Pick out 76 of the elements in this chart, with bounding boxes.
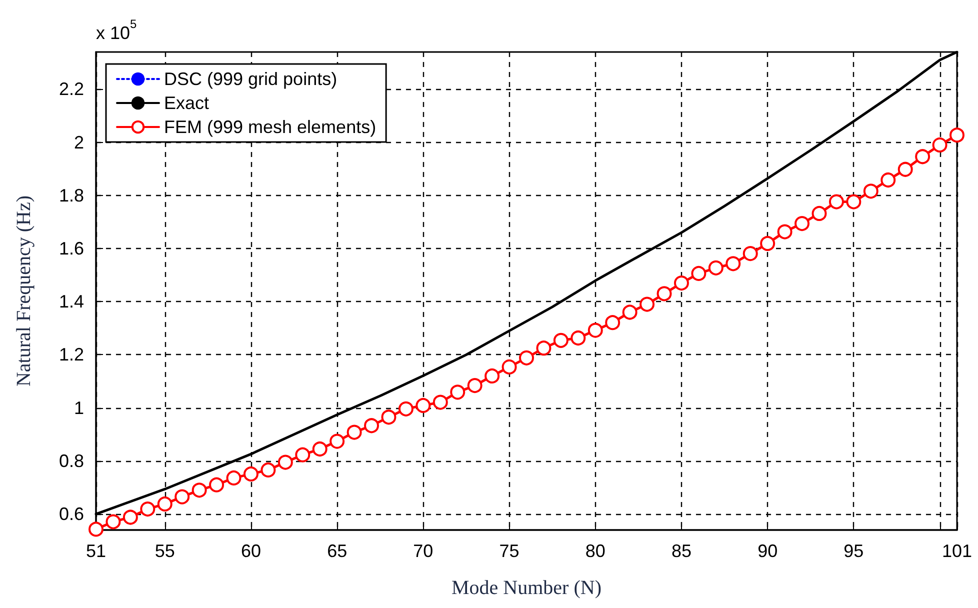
- point: [226, 470, 242, 486]
- point: [519, 350, 534, 366]
- point: [450, 384, 466, 400]
- point: [346, 424, 362, 440]
- point: [330, 434, 345, 449]
- point: [192, 482, 207, 498]
- legend-label: Exact: [164, 93, 210, 113]
- point: [243, 466, 258, 482]
- x-tick-label: 51: [86, 541, 106, 561]
- x-axis-title: Mode Number (N): [452, 577, 602, 599]
- legend-label: FEM (999 mesh elements): [164, 117, 376, 137]
- y-tick-label: 1.8: [58, 185, 84, 206]
- point: [708, 260, 724, 276]
- point: [622, 304, 638, 320]
- x-tick-label: 101: [942, 541, 972, 561]
- point: [726, 256, 741, 272]
- point: [209, 477, 224, 492]
- point: [828, 194, 844, 210]
- y-tick-label: 2: [74, 132, 84, 152]
- x-tick-label: 90: [758, 541, 778, 561]
- x-tick-label: 95: [844, 541, 864, 561]
- legend-label: DSC (999 grid points): [164, 69, 338, 89]
- x-tick-label: 75: [499, 541, 520, 561]
- y-tick-label: 0.6: [58, 504, 84, 524]
- point: [106, 514, 121, 530]
- point: [312, 442, 328, 456]
- point: [742, 246, 758, 262]
- point: [502, 359, 517, 374]
- point: [122, 510, 138, 525]
- x-tick-label: 85: [671, 541, 692, 561]
- point: [278, 454, 293, 470]
- y-axis-title: Natural Frequency (Hz): [13, 195, 35, 387]
- point: [398, 401, 414, 416]
- y-tick-label: 1.4: [58, 292, 84, 312]
- point: [536, 340, 552, 356]
- y-tick-label: 1.2: [58, 344, 84, 365]
- point: [950, 128, 964, 143]
- point: [295, 447, 310, 462]
- point: [656, 286, 672, 302]
- point: [812, 206, 827, 221]
- x-tick-label: 70: [413, 541, 434, 561]
- point: [364, 418, 380, 434]
- x-tick-label: 55: [154, 541, 175, 561]
- point: [760, 236, 776, 251]
- y-tick-label: 1.6: [58, 238, 84, 259]
- point: [260, 462, 276, 478]
- x-tick-label: 65: [327, 541, 348, 561]
- point: [863, 184, 878, 199]
- point: [553, 332, 568, 348]
- point: [381, 410, 396, 425]
- point: [880, 172, 896, 188]
- point: [467, 378, 482, 394]
- x-tick-label: 80: [585, 541, 606, 561]
- point: [640, 296, 655, 312]
- point: [915, 149, 930, 164]
- point: [932, 137, 948, 152]
- point: [846, 194, 862, 210]
- point: [157, 496, 172, 512]
- point: [174, 489, 190, 504]
- x-tick-label: 60: [240, 541, 261, 561]
- y-tick-label: 0.8: [58, 450, 84, 471]
- point: [898, 162, 913, 177]
- point: [570, 330, 586, 346]
- point: [794, 216, 810, 232]
- point: [691, 266, 706, 281]
- point: [88, 522, 104, 537]
- y-tick-label: 1: [74, 398, 84, 418]
- y-tick-label: 2.2: [58, 79, 84, 100]
- point: [588, 322, 603, 338]
- point: [140, 502, 156, 517]
- point: [432, 394, 448, 410]
- point: [484, 368, 500, 384]
- point: [777, 224, 792, 240]
- point: [416, 398, 431, 413]
- point: [674, 276, 689, 291]
- point: [605, 315, 620, 330]
